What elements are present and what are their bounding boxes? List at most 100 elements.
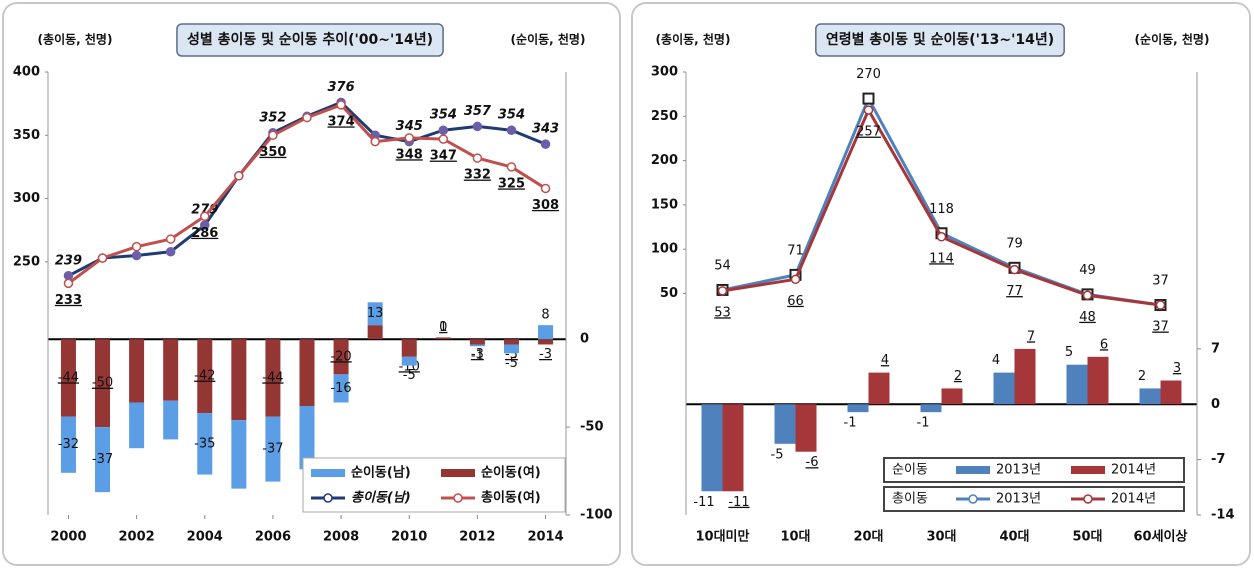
legend-swatch (441, 469, 475, 477)
data-label: 79 (1006, 236, 1023, 251)
legend-swatch (968, 494, 978, 504)
data-label: 257 (856, 125, 881, 140)
marker (302, 112, 312, 123)
title-box (176, 23, 444, 57)
y2-tick-label: -100 (580, 508, 613, 523)
data-label: 350 (259, 145, 286, 160)
bar (231, 420, 247, 489)
marker (438, 125, 449, 135)
x-tick-label: 40대 (999, 530, 1029, 545)
data-label: 71 (787, 243, 804, 258)
data-label: 357 (464, 104, 492, 119)
bar (1160, 380, 1182, 405)
bar (435, 337, 451, 340)
x-tick-label: 2006 (255, 530, 291, 545)
bar (920, 404, 942, 413)
legend-label: 총이동(남) (351, 490, 411, 506)
data-label: 54 (714, 258, 731, 273)
legend-label: 2013년 (996, 492, 1041, 507)
marker (472, 153, 483, 163)
data-label: 77 (1006, 284, 1023, 299)
data-label: 37 (1152, 274, 1169, 289)
data-label: 2 (1138, 369, 1146, 384)
data-label: -37 (262, 442, 283, 457)
marker (404, 133, 414, 143)
unit-label: (순이동, 천명) (1135, 32, 1210, 47)
data-label: -5 (771, 447, 784, 462)
title-box (815, 23, 1065, 57)
bar (538, 325, 554, 340)
legend-label: 2013년 (996, 463, 1041, 478)
bar (60, 416, 76, 473)
legend-title: 총이동 (892, 492, 928, 507)
data-label: 352 (259, 110, 286, 125)
x-tick-label: 2012 (459, 530, 495, 545)
data-label: 37 (1152, 320, 1169, 335)
bar (197, 413, 213, 475)
bar (993, 372, 1015, 405)
data-label: 3 (1173, 361, 1181, 376)
bar (299, 339, 315, 407)
x-tick-label: 2014 (527, 530, 563, 545)
legend-label: 총이동(여) (481, 490, 541, 506)
bar (503, 339, 519, 345)
chart-title: 성별 총이동 및 순이동 추이('00~'14년) (187, 31, 433, 48)
marker (863, 105, 874, 115)
y2-tick-label: 0 (580, 332, 589, 347)
x-tick-label: 2008 (323, 530, 359, 545)
data-label: 308 (532, 198, 559, 213)
data-label: 345 (396, 119, 423, 134)
marker (165, 234, 176, 244)
unit-label: (총이동, 천명) (656, 32, 731, 47)
bar (795, 404, 817, 452)
bar (367, 302, 383, 326)
y-tick-label: 400 (13, 65, 40, 80)
bar (265, 416, 281, 482)
bar (163, 339, 179, 401)
bar (231, 339, 247, 421)
data-label: 332 (464, 168, 491, 183)
data-label: 49 (1079, 263, 1096, 278)
marker (131, 250, 142, 261)
marker (63, 271, 74, 281)
marker (200, 220, 210, 230)
data-label: 118 (929, 202, 954, 217)
data-label: 1 (439, 320, 447, 335)
data-label: 325 (498, 176, 525, 191)
bar (701, 404, 723, 492)
y-tick-label: 100 (651, 242, 678, 257)
data-label: -1 (471, 349, 484, 364)
bar (1139, 388, 1161, 405)
x-tick-label: 30대 (926, 530, 956, 545)
bar (197, 339, 213, 414)
x-tick-label: 60세이상 (1134, 529, 1188, 545)
marker (540, 183, 551, 194)
marker (506, 125, 517, 135)
data-label: 4 (881, 353, 889, 368)
data-label: 0 (439, 320, 447, 335)
data-label: -3 (471, 347, 484, 362)
data-label: 13 (367, 306, 384, 321)
bar (503, 344, 519, 354)
marker (1155, 300, 1166, 310)
data-label: -44 (262, 370, 283, 385)
data-label: 2 (954, 369, 962, 384)
marker (472, 121, 483, 132)
data-label: 347 (430, 149, 457, 164)
bar (847, 404, 869, 413)
bar (95, 427, 111, 493)
legend (302, 457, 566, 513)
bar (401, 339, 417, 357)
y-tick-label: 150 (651, 197, 678, 212)
y2-tick-label: -50 (580, 420, 604, 435)
marker (1082, 290, 1093, 301)
bar (129, 339, 145, 403)
legend (883, 486, 1185, 512)
marker (336, 100, 346, 110)
data-label: -37 (92, 452, 113, 467)
data-label: 343 (532, 122, 559, 137)
data-label: 48 (1079, 310, 1096, 325)
bar (163, 400, 179, 440)
data-label: 7 (1027, 329, 1035, 344)
